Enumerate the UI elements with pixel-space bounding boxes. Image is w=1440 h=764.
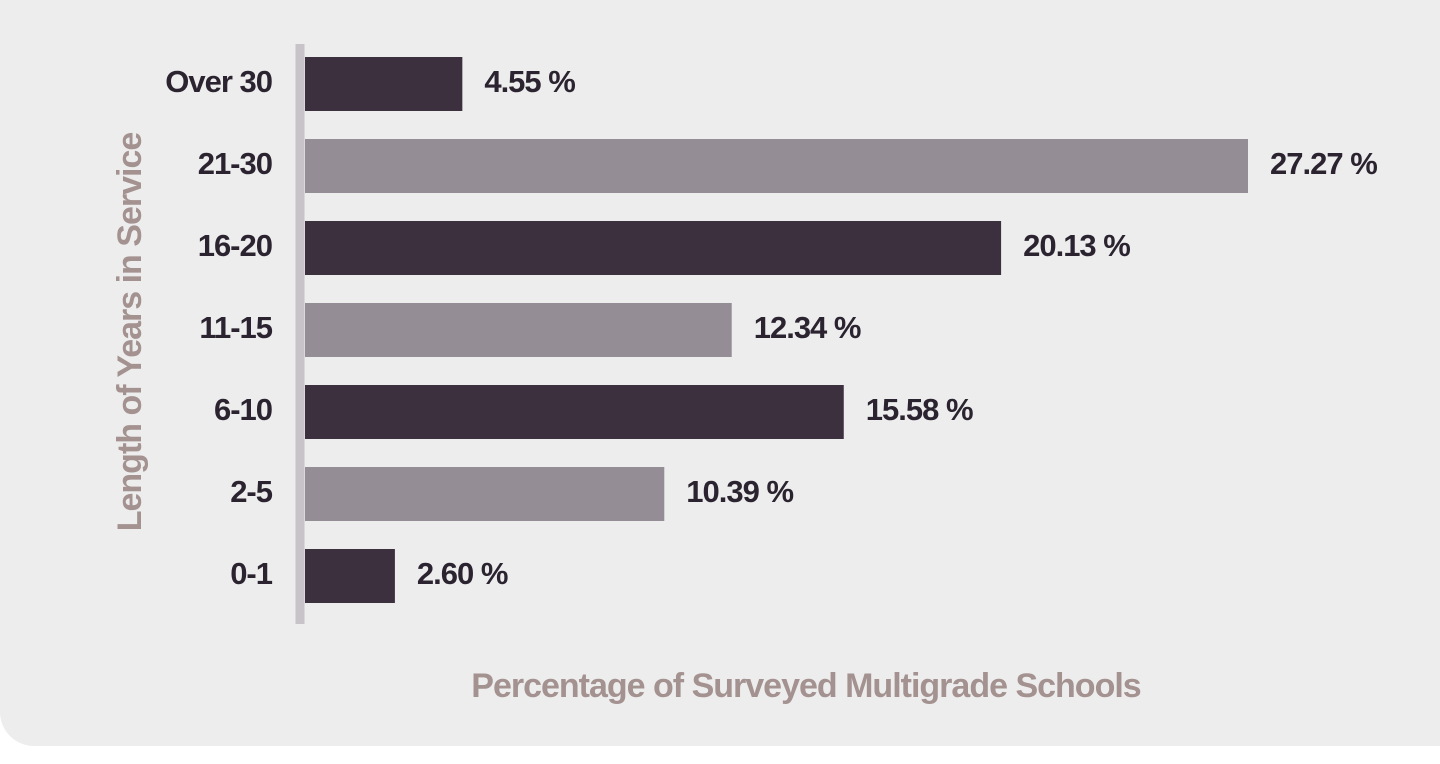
category-label: 2-5: [230, 474, 273, 509]
bars-group: Over 30 4.55 % 21-30 27.27 % 16-20 20.13 % 11-…: [165, 57, 1378, 603]
value-label: 20.13 %: [1023, 228, 1130, 263]
bar-5: [305, 467, 665, 521]
chart-panel: Over 30 4.55 % 21-30 27.27 % 16-20 20.13 % 11-…: [0, 0, 1440, 746]
bar-6: [305, 549, 395, 603]
value-label: 4.55 %: [484, 64, 575, 99]
value-label: 15.58 %: [866, 392, 973, 427]
category-label: Over 30: [165, 64, 272, 99]
category-label: 16-20: [198, 228, 272, 263]
category-label: 0-1: [230, 556, 273, 591]
value-label: 2.60 %: [417, 556, 508, 591]
bar-0: [305, 57, 463, 111]
x-axis-title: Percentage of Surveyed Multigrade School…: [471, 667, 1141, 705]
value-label: 27.27 %: [1270, 146, 1377, 181]
category-label: 11-15: [199, 310, 272, 345]
value-label: 12.34 %: [754, 310, 861, 345]
bar-3: [305, 303, 732, 357]
category-label: 6-10: [214, 392, 272, 427]
category-label: 21-30: [198, 146, 272, 181]
bar-4: [305, 385, 844, 439]
bar-2: [305, 221, 1002, 275]
value-label: 10.39 %: [686, 474, 793, 509]
bar-1: [305, 139, 1248, 193]
y-axis-title: Length of Years in Service: [111, 133, 149, 532]
